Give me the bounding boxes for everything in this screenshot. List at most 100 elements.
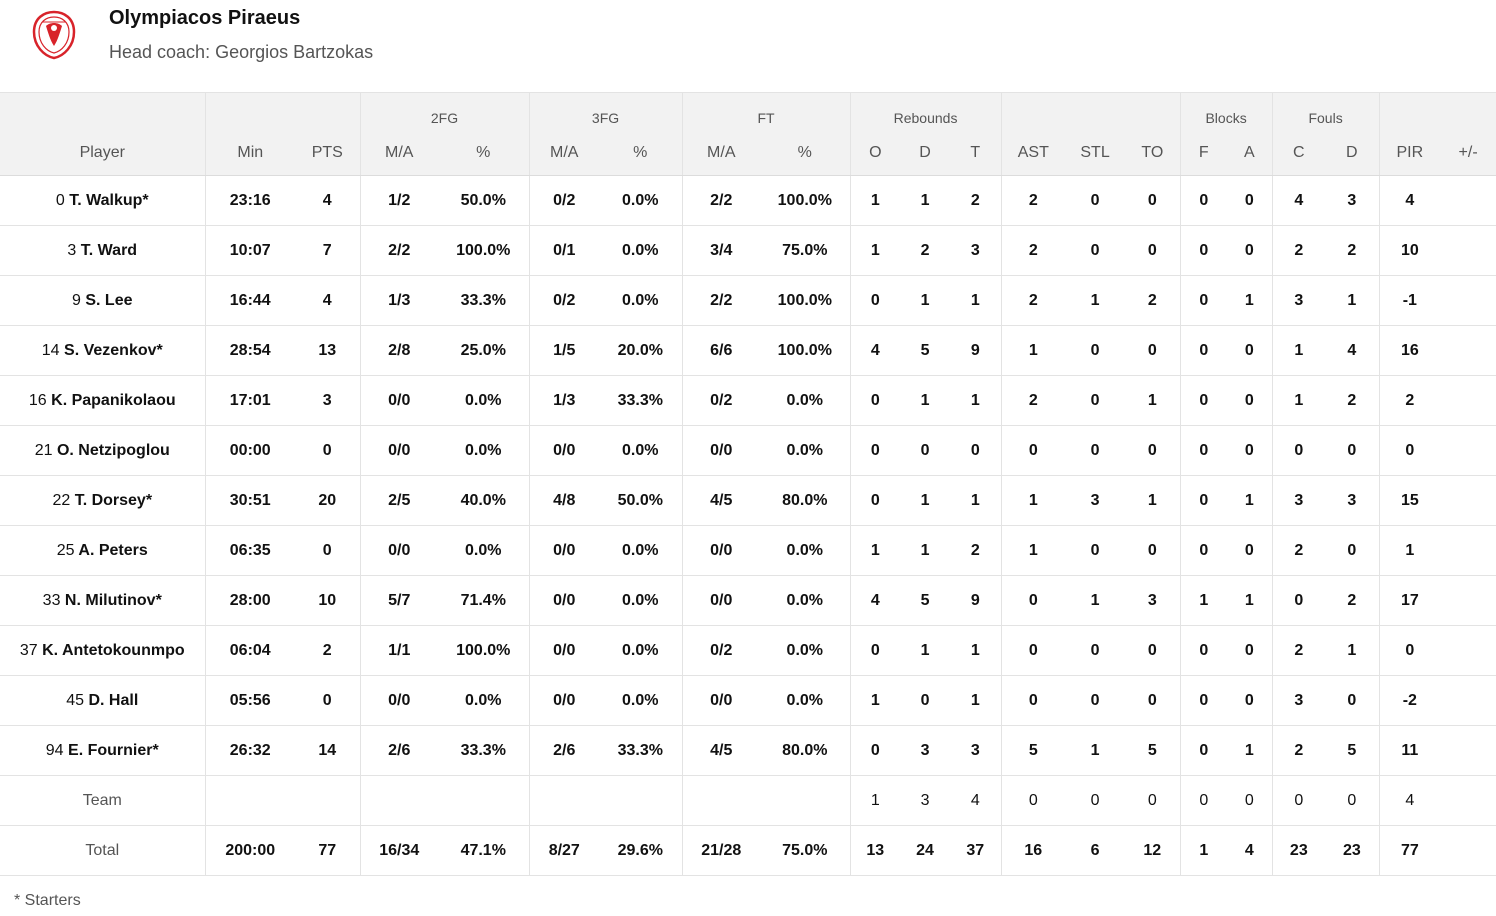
- stat-min: 10:07: [205, 225, 295, 276]
- stat-to: 0: [1125, 675, 1181, 726]
- stat-reb-o: 1: [850, 225, 901, 276]
- stat-reb-o: 4: [850, 575, 901, 626]
- stat-reb-o: 0: [850, 475, 901, 526]
- stat-blk-f: 0: [1180, 775, 1228, 826]
- player-number: 45: [66, 691, 85, 709]
- table-row: 45 D. Hall 05:56 0 0/0 0.0% 0/0 0.0% 0/0 0.0% 1 0 1…: [0, 675, 1496, 726]
- col-ft-pct: %: [760, 130, 851, 176]
- player-cell: 0 T. Walkup*: [0, 175, 206, 226]
- stat-pm: [1440, 575, 1496, 626]
- olympiacos-logo-icon: [32, 10, 76, 60]
- stat-ft-ma: 0/0: [682, 575, 761, 626]
- stat-foul-d: 2: [1325, 575, 1380, 626]
- stat-reb-d: 24: [900, 825, 951, 876]
- stat-to: 12: [1125, 825, 1181, 876]
- player-number: 9: [72, 291, 81, 309]
- stat-pir: 4: [1379, 175, 1441, 226]
- player-cell: 21 O. Netzipoglou: [0, 425, 206, 476]
- stat-foul-c: 2: [1272, 725, 1326, 776]
- stat-to: 0: [1125, 225, 1181, 276]
- player-name[interactable]: K. Antetokounmpo: [42, 641, 185, 659]
- stat-to: 5: [1125, 725, 1181, 776]
- stat-blk-a: 1: [1227, 275, 1273, 326]
- player-name[interactable]: A. Peters: [78, 541, 148, 559]
- col-to: TO: [1125, 130, 1181, 176]
- stat-reb-d: 1: [900, 275, 951, 326]
- player-name[interactable]: O. Netzipoglou: [56, 441, 170, 459]
- player-name[interactable]: T. Walkup*: [69, 191, 149, 209]
- player-name[interactable]: K. Papanikolaou: [51, 391, 176, 409]
- stat-reb-o: 1: [850, 525, 901, 576]
- stat-fg3-pct: 0.0%: [599, 525, 683, 576]
- player-name[interactable]: E. Fournier*: [68, 741, 159, 759]
- stat-fg3-ma: 0/2: [529, 175, 600, 226]
- stat-reb-d: 5: [900, 575, 951, 626]
- stat-fg2-pct: 100.0%: [438, 225, 530, 276]
- stat-pir: 15: [1379, 475, 1441, 526]
- stat-blk-a: 0: [1227, 675, 1273, 726]
- stat-reb-o: 1: [850, 775, 901, 826]
- stat-fg2-pct: 100.0%: [438, 625, 530, 676]
- stat-ast: 0: [1001, 675, 1066, 726]
- group-blocks: Blocks: [1180, 92, 1273, 130]
- player-cell: 33 N. Milutinov*: [0, 575, 206, 626]
- stat-ft-pct: 80.0%: [760, 475, 851, 526]
- stat-fg2-pct: 33.3%: [438, 275, 530, 326]
- player-name[interactable]: D. Hall: [88, 691, 139, 709]
- stat-to: 0: [1125, 325, 1181, 376]
- stat-fg2-pct: 0.0%: [438, 425, 530, 476]
- stat-foul-d: 3: [1325, 175, 1380, 226]
- stat-pir: 2: [1379, 375, 1441, 426]
- stat-foul-c: 1: [1272, 325, 1326, 376]
- stat-reb-t: 1: [950, 675, 1002, 726]
- player-name[interactable]: N. Milutinov*: [64, 591, 162, 609]
- col-blk-a: A: [1227, 130, 1273, 176]
- player-cell: 37 K. Antetokounmpo: [0, 625, 206, 676]
- stat-stl: 1: [1065, 575, 1126, 626]
- stat-fg2-ma: 1/3: [360, 275, 438, 326]
- stat-min: 16:44: [205, 275, 295, 326]
- col-min: Min: [205, 130, 295, 176]
- stat-min: 17:01: [205, 375, 295, 426]
- stat-fg3-ma: 2/6: [529, 725, 600, 776]
- stat-fg2-ma: 2/2: [360, 225, 438, 276]
- stat-blk-a: 1: [1227, 575, 1273, 626]
- table-row: 94 E. Fournier* 26:32 14 2/6 33.3% 2/6 33.3% 4/…: [0, 725, 1496, 776]
- stat-fg2-pct: 33.3%: [438, 725, 530, 776]
- stat-ast: 2: [1001, 375, 1066, 426]
- stat-pir: 77: [1379, 825, 1441, 876]
- player-name[interactable]: T. Ward: [80, 241, 138, 259]
- stat-stl: 0: [1065, 775, 1126, 826]
- stat-fg3-ma: 0/1: [529, 225, 600, 276]
- stat-ft-ma: 2/2: [682, 175, 761, 226]
- player-name[interactable]: S. Vezenkov*: [64, 341, 163, 359]
- stat-fg2-ma: 1/2: [360, 175, 438, 226]
- stat-ast: 0: [1001, 625, 1066, 676]
- stat-pir: 1: [1379, 525, 1441, 576]
- stat-reb-t: 1: [950, 625, 1002, 676]
- stat-min: [205, 775, 295, 826]
- stat-fg2-ma: 2/8: [360, 325, 438, 376]
- stat-min: 28:00: [205, 575, 295, 626]
- table-row: 21 O. Netzipoglou 00:00 0 0/0 0.0% 0/0 0.0% 0/0…: [0, 425, 1496, 476]
- stat-reb-t: 2: [950, 175, 1002, 226]
- head-coach: Head coach: Georgios Bartzokas: [109, 42, 374, 62]
- stat-pm: [1440, 325, 1496, 376]
- stat-ft-ma: 2/2: [682, 275, 761, 326]
- stat-foul-c: 3: [1272, 275, 1326, 326]
- player-name[interactable]: T. Dorsey*: [74, 491, 153, 509]
- table-row: 25 A. Peters 06:35 0 0/0 0.0% 0/0 0.0% 0/0 0.0% 1…: [0, 525, 1496, 576]
- stat-ft-pct: 0.0%: [760, 425, 851, 476]
- stat-foul-c: 0: [1272, 775, 1326, 826]
- stat-ast: 2: [1001, 225, 1066, 276]
- player-name[interactable]: S. Lee: [85, 291, 133, 309]
- stat-pir: -2: [1379, 675, 1441, 726]
- stat-fg3-pct: 33.3%: [599, 375, 683, 426]
- stat-pts: 4: [295, 175, 361, 226]
- stat-to: 0: [1125, 425, 1181, 476]
- stat-reb-d: 2: [900, 225, 951, 276]
- total-row: Total 200:00 77 16/34 47.1% 8/27 29.6% 21/28 75.…: [0, 825, 1496, 876]
- stat-to: 0: [1125, 525, 1181, 576]
- player-cell: 3 T. Ward: [0, 225, 206, 276]
- stat-blk-a: 4: [1227, 825, 1273, 876]
